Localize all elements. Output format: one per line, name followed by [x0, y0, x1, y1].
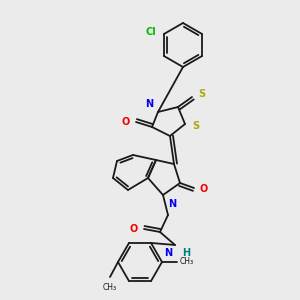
Text: N: N	[164, 248, 172, 258]
Text: H: H	[182, 248, 190, 258]
Text: O: O	[200, 184, 208, 194]
Text: Cl: Cl	[145, 27, 156, 37]
Text: S: S	[192, 121, 199, 131]
Text: O: O	[130, 224, 138, 234]
Text: CH₃: CH₃	[103, 283, 117, 292]
Text: N: N	[145, 99, 153, 109]
Text: N: N	[168, 199, 176, 209]
Text: S: S	[198, 89, 205, 99]
Text: O: O	[122, 117, 130, 127]
Text: CH₃: CH₃	[180, 257, 194, 266]
